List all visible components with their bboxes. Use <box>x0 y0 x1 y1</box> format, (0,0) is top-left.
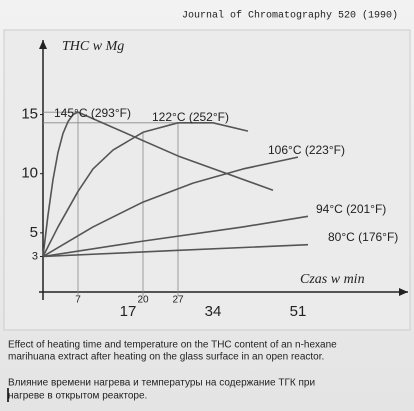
series-line <box>42 122 249 257</box>
series-label: 122°C (252°F) <box>152 110 229 124</box>
x-minor-tick-label: 20 <box>137 295 149 306</box>
series-label: 80°C (176°F) <box>328 230 398 244</box>
y-tick-label: 3 <box>32 250 38 262</box>
series-label: 106°C (223°F) <box>268 143 345 157</box>
series-line <box>42 215 309 258</box>
x-minor-tick-label: 27 <box>172 295 184 306</box>
y-axis-label: THC w Mg <box>62 39 124 54</box>
y-tick-label: 5 <box>30 224 38 241</box>
caption-ru: Влияние времени нагрева и температуры на… <box>8 378 315 389</box>
x-axis-arrow <box>399 288 408 296</box>
source: Journal of Chromatography 520 (1990) <box>182 10 398 22</box>
series-label: 94°C (201°F) <box>316 202 386 216</box>
x-tick-label: 34 <box>205 303 222 320</box>
x-tick-label: 51 <box>290 303 307 320</box>
series-label: 145°C (293°F) <box>54 106 131 120</box>
series-line <box>42 243 309 258</box>
caption-en: Effect of heating time and temperature o… <box>8 340 337 351</box>
caption-ru: нагреве в открытом реакторе. <box>8 391 147 402</box>
x-axis-label: Czas w min <box>300 272 365 287</box>
series-line <box>42 156 299 258</box>
y-tick-label: 15 <box>21 106 38 123</box>
x-minor-tick-label: 7 <box>75 295 81 306</box>
caption-en: marihuana extract after heating on the g… <box>8 352 324 363</box>
y-axis-arrow <box>39 40 47 49</box>
series-line <box>42 111 274 257</box>
y-tick-label: 10 <box>21 165 38 182</box>
x-tick-label: 17 <box>120 303 137 320</box>
